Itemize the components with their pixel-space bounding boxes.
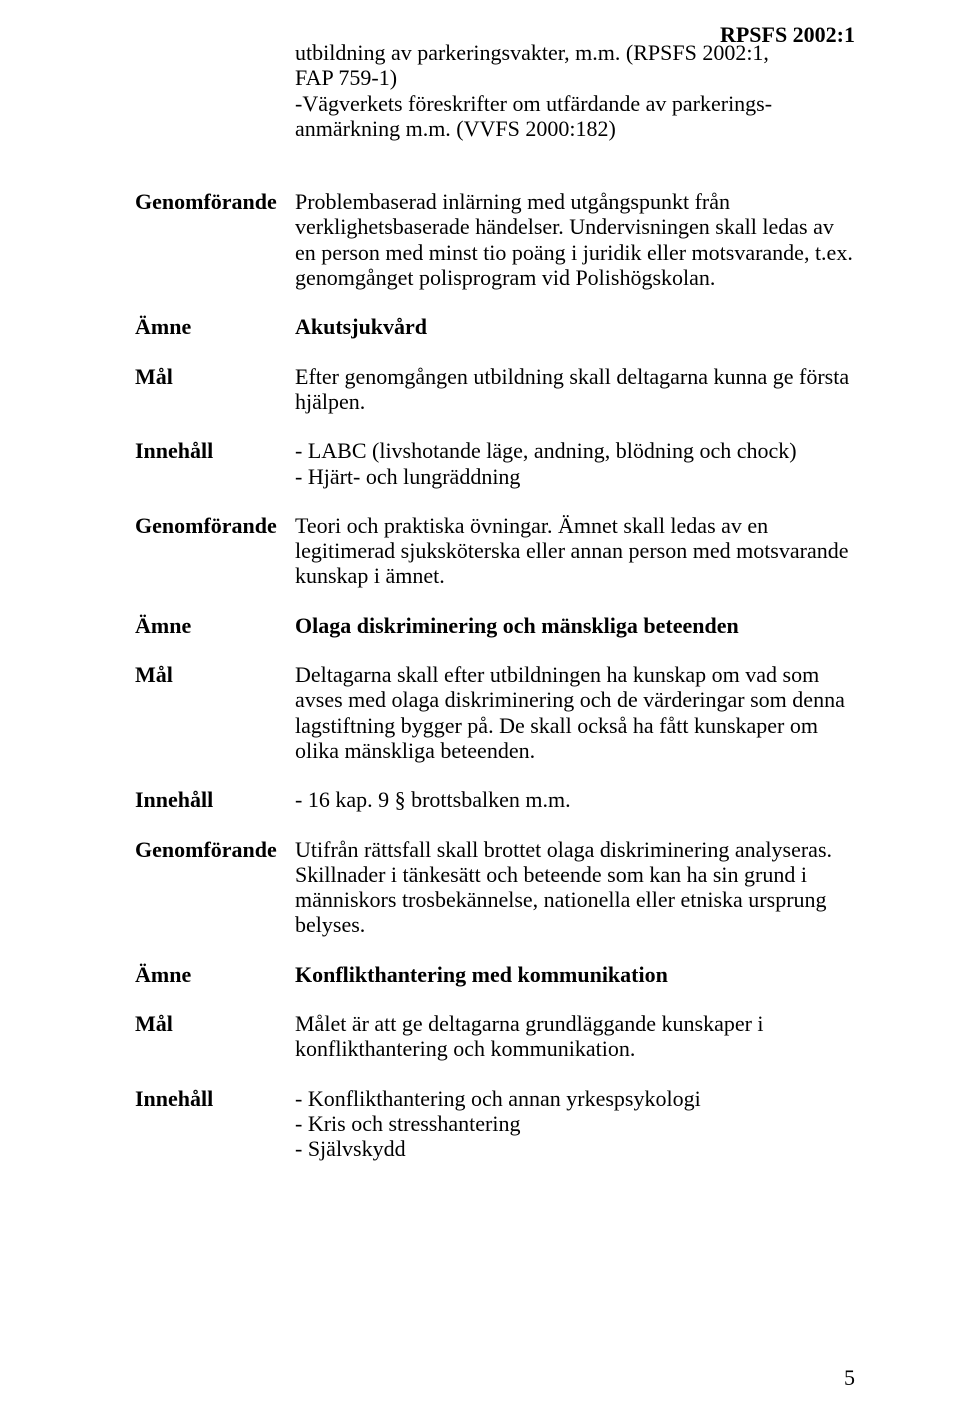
section-amne-3: Ämne Konflikthantering med kommunikation bbox=[135, 962, 855, 987]
content-mal2: Deltagarna skall efter utbildningen ha k… bbox=[295, 662, 855, 763]
innehall-item: - Kris och stresshantering bbox=[295, 1111, 855, 1136]
section-genomforande-1: Genomförande Problembaserad inlärning me… bbox=[135, 189, 855, 290]
intro-block: utbildning av parkeringsvakter, m.m. (RP… bbox=[295, 40, 855, 141]
section-amne-1: Ämne Akutsjukvård bbox=[135, 314, 855, 339]
section-mal-1: Mål Efter genomgången utbildning skall d… bbox=[135, 364, 855, 415]
innehall-item: - Självskydd bbox=[295, 1136, 855, 1161]
section-genomforande-3: Genomförande Utifrån rättsfall skall bro… bbox=[135, 837, 855, 938]
intro-line: -Vägverkets föreskrifter om utfärdande a… bbox=[295, 91, 855, 116]
intro-line: FAP 759-1) bbox=[295, 65, 855, 90]
intro-line: anmärkning m.m. (VVFS 2000:182) bbox=[295, 116, 855, 141]
label-amne: Ämne bbox=[135, 613, 295, 638]
innehall-item: - Konflikthantering och annan yrkespsyko… bbox=[295, 1086, 855, 1111]
section-mal-3: Mål Målet är att ge deltagarna grundlägg… bbox=[135, 1011, 855, 1062]
content-amne1: Akutsjukvård bbox=[295, 314, 855, 339]
page-container: RPSFS 2002:1 utbildning av parkeringsvak… bbox=[0, 0, 960, 1421]
section-innehall-3: Innehåll - Konflikthantering och annan y… bbox=[135, 1086, 855, 1162]
label-genomforande: Genomförande bbox=[135, 189, 295, 290]
label-innehall: Innehåll bbox=[135, 787, 295, 812]
innehall-item: - LABC (livshotande läge, andning, blödn… bbox=[295, 438, 855, 463]
section-innehall-1: Innehåll - LABC (livshotande läge, andni… bbox=[135, 438, 855, 489]
label-genomforande: Genomförande bbox=[135, 513, 295, 589]
page-number: 5 bbox=[844, 1365, 855, 1391]
label-mal: Mål bbox=[135, 662, 295, 763]
content-amne2: Olaga diskriminering och mänskliga betee… bbox=[295, 613, 855, 638]
section-amne-2: Ämne Olaga diskriminering och mänskliga … bbox=[135, 613, 855, 638]
content-amne3: Konflikthantering med kommunikation bbox=[295, 962, 855, 987]
section-mal-2: Mål Deltagarna skall efter utbildningen … bbox=[135, 662, 855, 763]
header-regulation: RPSFS 2002:1 bbox=[720, 22, 855, 48]
section-innehall-2: Innehåll - 16 kap. 9 § brottsbalken m.m. bbox=[135, 787, 855, 812]
content-innehall2: - 16 kap. 9 § brottsbalken m.m. bbox=[295, 787, 855, 812]
section-genomforande-2: Genomförande Teori och praktiska övninga… bbox=[135, 513, 855, 589]
content-genom1: Problembaserad inlärning med utgångspunk… bbox=[295, 189, 855, 290]
content-innehall1: - LABC (livshotande läge, andning, blödn… bbox=[295, 438, 855, 489]
label-amne: Ämne bbox=[135, 314, 295, 339]
label-genomforande: Genomförande bbox=[135, 837, 295, 938]
label-innehall: Innehåll bbox=[135, 438, 295, 489]
content-mal3: Målet är att ge deltagarna grundläggande… bbox=[295, 1011, 855, 1062]
content-genom2: Teori och praktiska övningar. Ämnet skal… bbox=[295, 513, 855, 589]
innehall-item: - Hjärt- och lungräddning bbox=[295, 464, 855, 489]
content-genom3: Utifrån rättsfall skall brottet olaga di… bbox=[295, 837, 855, 938]
label-amne: Ämne bbox=[135, 962, 295, 987]
label-mal: Mål bbox=[135, 364, 295, 415]
label-innehall: Innehåll bbox=[135, 1086, 295, 1162]
content-innehall3: - Konflikthantering och annan yrkespsyko… bbox=[295, 1086, 855, 1162]
content-mal1: Efter genomgången utbildning skall delta… bbox=[295, 364, 855, 415]
label-mal: Mål bbox=[135, 1011, 295, 1062]
